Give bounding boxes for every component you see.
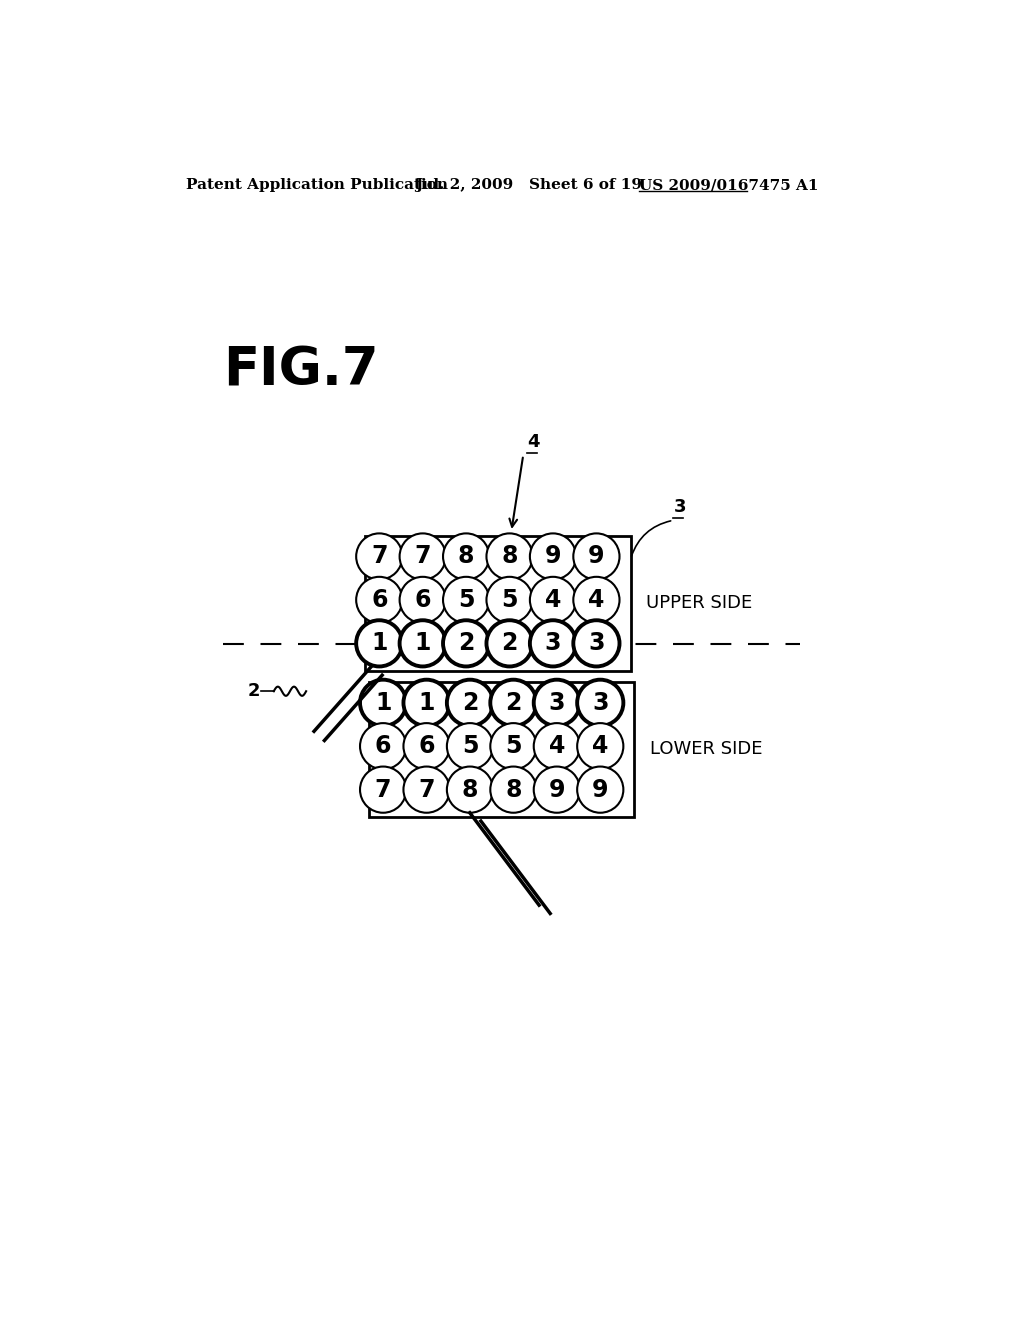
Circle shape <box>578 680 624 726</box>
Circle shape <box>443 533 489 579</box>
Text: 7: 7 <box>371 544 387 569</box>
Circle shape <box>486 533 532 579</box>
Text: US 2009/0167475 A1: US 2009/0167475 A1 <box>639 178 818 193</box>
Circle shape <box>490 723 537 770</box>
Circle shape <box>578 767 624 813</box>
Circle shape <box>573 620 620 667</box>
Circle shape <box>360 723 407 770</box>
Circle shape <box>578 723 624 770</box>
Text: 3: 3 <box>592 690 608 715</box>
Bar <box>370 682 635 817</box>
Circle shape <box>356 577 402 623</box>
Circle shape <box>399 577 445 623</box>
Circle shape <box>446 767 494 813</box>
Circle shape <box>529 533 577 579</box>
Circle shape <box>443 577 489 623</box>
Text: 1: 1 <box>371 631 387 655</box>
Text: 5: 5 <box>502 587 518 612</box>
Text: 2: 2 <box>248 682 260 700</box>
Circle shape <box>573 577 620 623</box>
Text: 6: 6 <box>415 587 431 612</box>
Text: 4: 4 <box>545 587 561 612</box>
Text: 9: 9 <box>592 777 608 801</box>
Circle shape <box>446 680 494 726</box>
Text: 8: 8 <box>458 544 474 569</box>
Circle shape <box>490 767 537 813</box>
Circle shape <box>534 767 580 813</box>
Circle shape <box>573 533 620 579</box>
Circle shape <box>360 680 407 726</box>
Circle shape <box>356 533 402 579</box>
Text: 6: 6 <box>418 734 435 758</box>
Text: 3: 3 <box>549 690 565 715</box>
Text: 8: 8 <box>502 544 518 569</box>
Text: UPPER SIDE: UPPER SIDE <box>646 594 753 612</box>
Circle shape <box>534 680 580 726</box>
Circle shape <box>529 620 577 667</box>
Circle shape <box>486 620 532 667</box>
Circle shape <box>403 680 450 726</box>
Text: 4: 4 <box>527 433 540 451</box>
Circle shape <box>443 620 489 667</box>
Text: 3: 3 <box>545 631 561 655</box>
Text: 5: 5 <box>462 734 478 758</box>
Text: 2: 2 <box>458 631 474 655</box>
Circle shape <box>360 767 407 813</box>
Text: 9: 9 <box>549 777 565 801</box>
Text: 3: 3 <box>588 631 604 655</box>
Circle shape <box>446 723 494 770</box>
Text: 1: 1 <box>375 690 391 715</box>
Circle shape <box>403 723 450 770</box>
Text: 6: 6 <box>375 734 391 758</box>
Bar <box>366 536 631 671</box>
Circle shape <box>399 620 445 667</box>
Circle shape <box>490 680 537 726</box>
Text: 3: 3 <box>674 499 686 516</box>
Text: 4: 4 <box>592 734 608 758</box>
Text: Patent Application Publication: Patent Application Publication <box>186 178 449 193</box>
Circle shape <box>356 620 402 667</box>
Text: 2: 2 <box>505 690 521 715</box>
Text: 1: 1 <box>415 631 431 655</box>
Text: 2: 2 <box>462 690 478 715</box>
Text: 7: 7 <box>415 544 431 569</box>
Text: 9: 9 <box>588 544 604 569</box>
Text: 8: 8 <box>505 777 521 801</box>
Text: 8: 8 <box>462 777 478 801</box>
Text: 4: 4 <box>549 734 565 758</box>
Text: 2: 2 <box>502 631 518 655</box>
Text: 6: 6 <box>371 587 387 612</box>
Circle shape <box>529 577 577 623</box>
Text: 7: 7 <box>375 777 391 801</box>
Text: 9: 9 <box>545 544 561 569</box>
Text: 5: 5 <box>505 734 521 758</box>
Text: LOWER SIDE: LOWER SIDE <box>650 741 762 759</box>
Circle shape <box>403 767 450 813</box>
Circle shape <box>486 577 532 623</box>
Circle shape <box>534 723 580 770</box>
Text: 1: 1 <box>419 690 435 715</box>
Text: 4: 4 <box>588 587 604 612</box>
Text: Jul. 2, 2009   Sheet 6 of 19: Jul. 2, 2009 Sheet 6 of 19 <box>416 178 642 193</box>
Circle shape <box>399 533 445 579</box>
Text: 7: 7 <box>418 777 435 801</box>
Text: 5: 5 <box>458 587 474 612</box>
Text: FIG.7: FIG.7 <box>223 345 379 396</box>
